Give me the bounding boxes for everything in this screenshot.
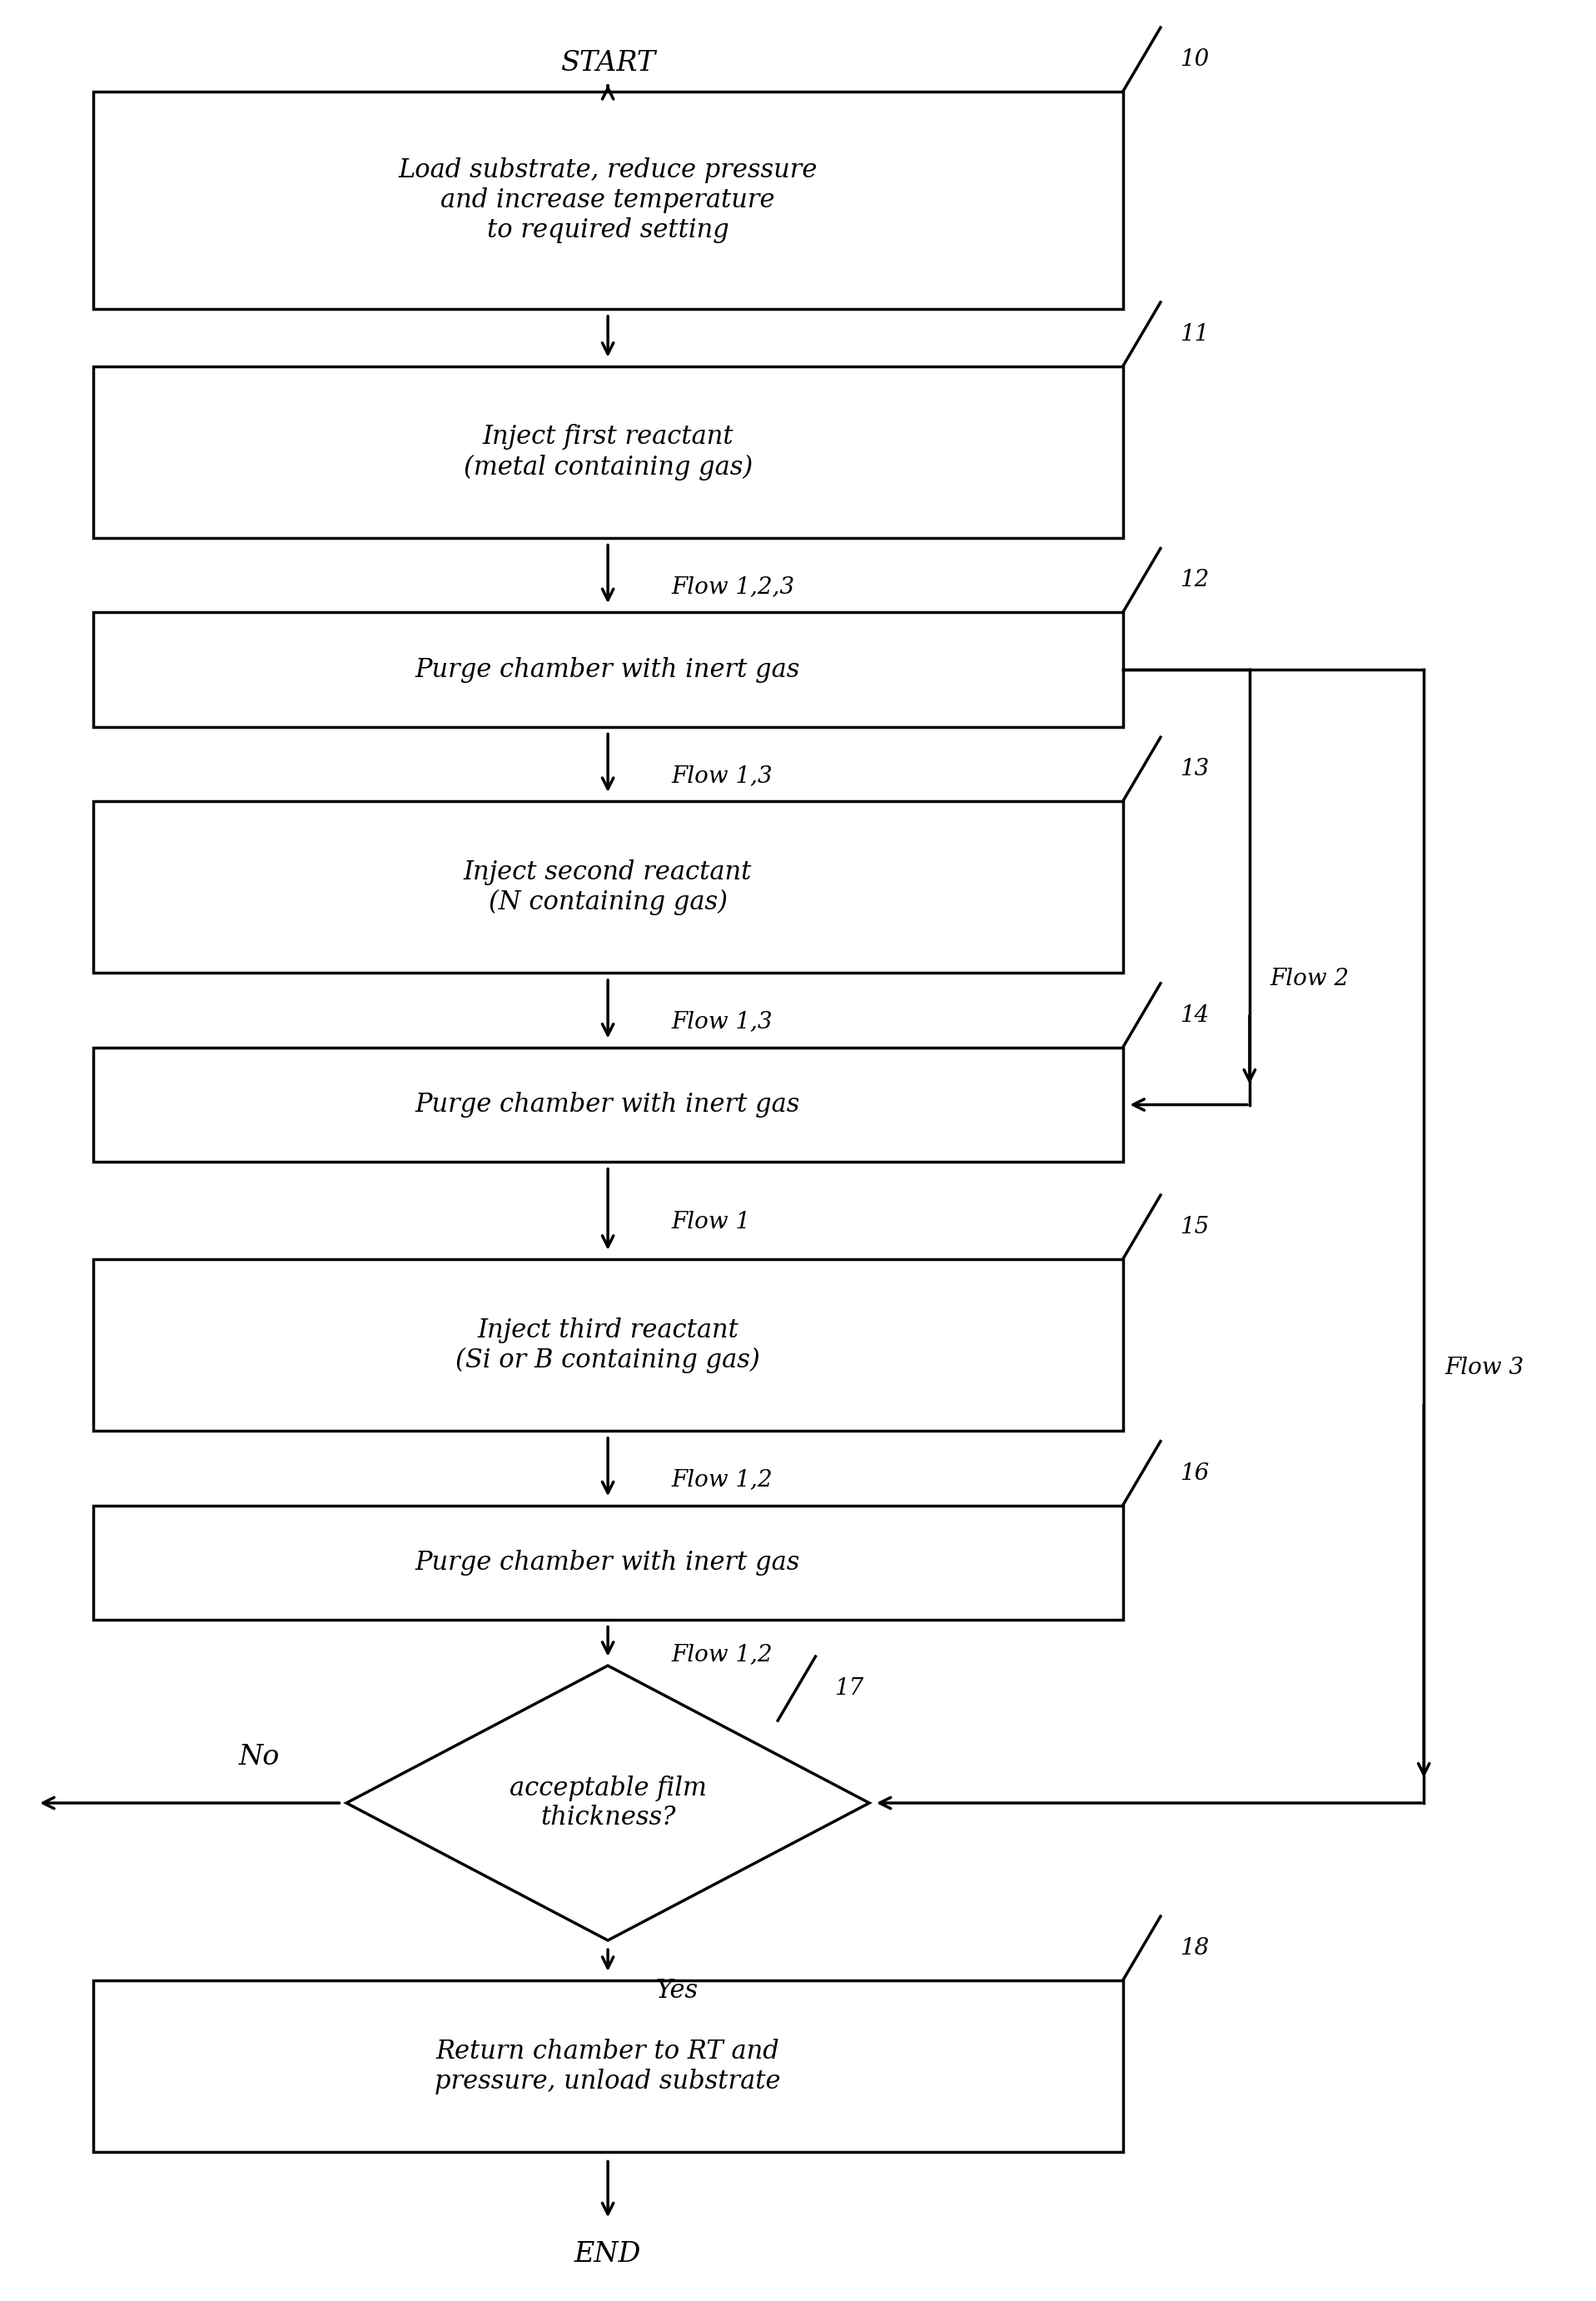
Text: Inject first reactant
(metal containing gas): Inject first reactant (metal containing … bbox=[463, 423, 752, 481]
Polygon shape bbox=[346, 1666, 870, 1940]
Bar bbox=[93, 1505, 1124, 1620]
Text: Flow 3: Flow 3 bbox=[1444, 1358, 1524, 1378]
Text: Flow 1,2,3: Flow 1,2,3 bbox=[672, 575, 795, 598]
Text: Flow 1,2: Flow 1,2 bbox=[672, 1468, 772, 1491]
Text: 14: 14 bbox=[1179, 1003, 1208, 1026]
Text: Inject third reactant
(Si or B containing gas): Inject third reactant (Si or B containin… bbox=[455, 1316, 760, 1374]
Text: Flow 2: Flow 2 bbox=[1270, 966, 1349, 989]
Text: Flow 1,3: Flow 1,3 bbox=[672, 764, 772, 787]
Text: Yes: Yes bbox=[656, 1979, 697, 2004]
Text: Inject second reactant
(N containing gas): Inject second reactant (N containing gas… bbox=[464, 858, 752, 916]
Text: 11: 11 bbox=[1179, 322, 1208, 345]
Text: START: START bbox=[560, 51, 656, 76]
Text: Purge chamber with inert gas: Purge chamber with inert gas bbox=[415, 1549, 800, 1576]
Text: 18: 18 bbox=[1179, 1937, 1208, 1960]
Text: 16: 16 bbox=[1179, 1461, 1208, 1484]
Text: Purge chamber with inert gas: Purge chamber with inert gas bbox=[415, 656, 800, 683]
Bar bbox=[93, 366, 1124, 538]
Text: Flow 1,3: Flow 1,3 bbox=[672, 1010, 772, 1033]
Bar bbox=[93, 1259, 1124, 1431]
Text: Purge chamber with inert gas: Purge chamber with inert gas bbox=[415, 1091, 800, 1118]
Text: 10: 10 bbox=[1179, 48, 1208, 71]
Bar bbox=[93, 92, 1124, 308]
Text: 15: 15 bbox=[1179, 1215, 1208, 1238]
Bar bbox=[93, 801, 1124, 973]
Text: acceptable film
thickness?: acceptable film thickness? bbox=[509, 1774, 707, 1832]
Text: Flow 1,2: Flow 1,2 bbox=[672, 1643, 772, 1666]
Bar bbox=[93, 1981, 1124, 2151]
Text: 17: 17 bbox=[835, 1677, 863, 1700]
Text: 13: 13 bbox=[1179, 757, 1208, 780]
Bar bbox=[93, 612, 1124, 727]
Text: Load substrate, reduce pressure
and increase temperature
to required setting: Load substrate, reduce pressure and incr… bbox=[399, 159, 817, 244]
Text: Flow 1: Flow 1 bbox=[672, 1210, 750, 1233]
Text: 12: 12 bbox=[1179, 568, 1208, 591]
Text: Return chamber to RT and
pressure, unload substrate: Return chamber to RT and pressure, unloa… bbox=[434, 2039, 780, 2094]
Bar bbox=[93, 1047, 1124, 1162]
Text: END: END bbox=[575, 2241, 642, 2266]
Text: No: No bbox=[239, 1744, 279, 1769]
